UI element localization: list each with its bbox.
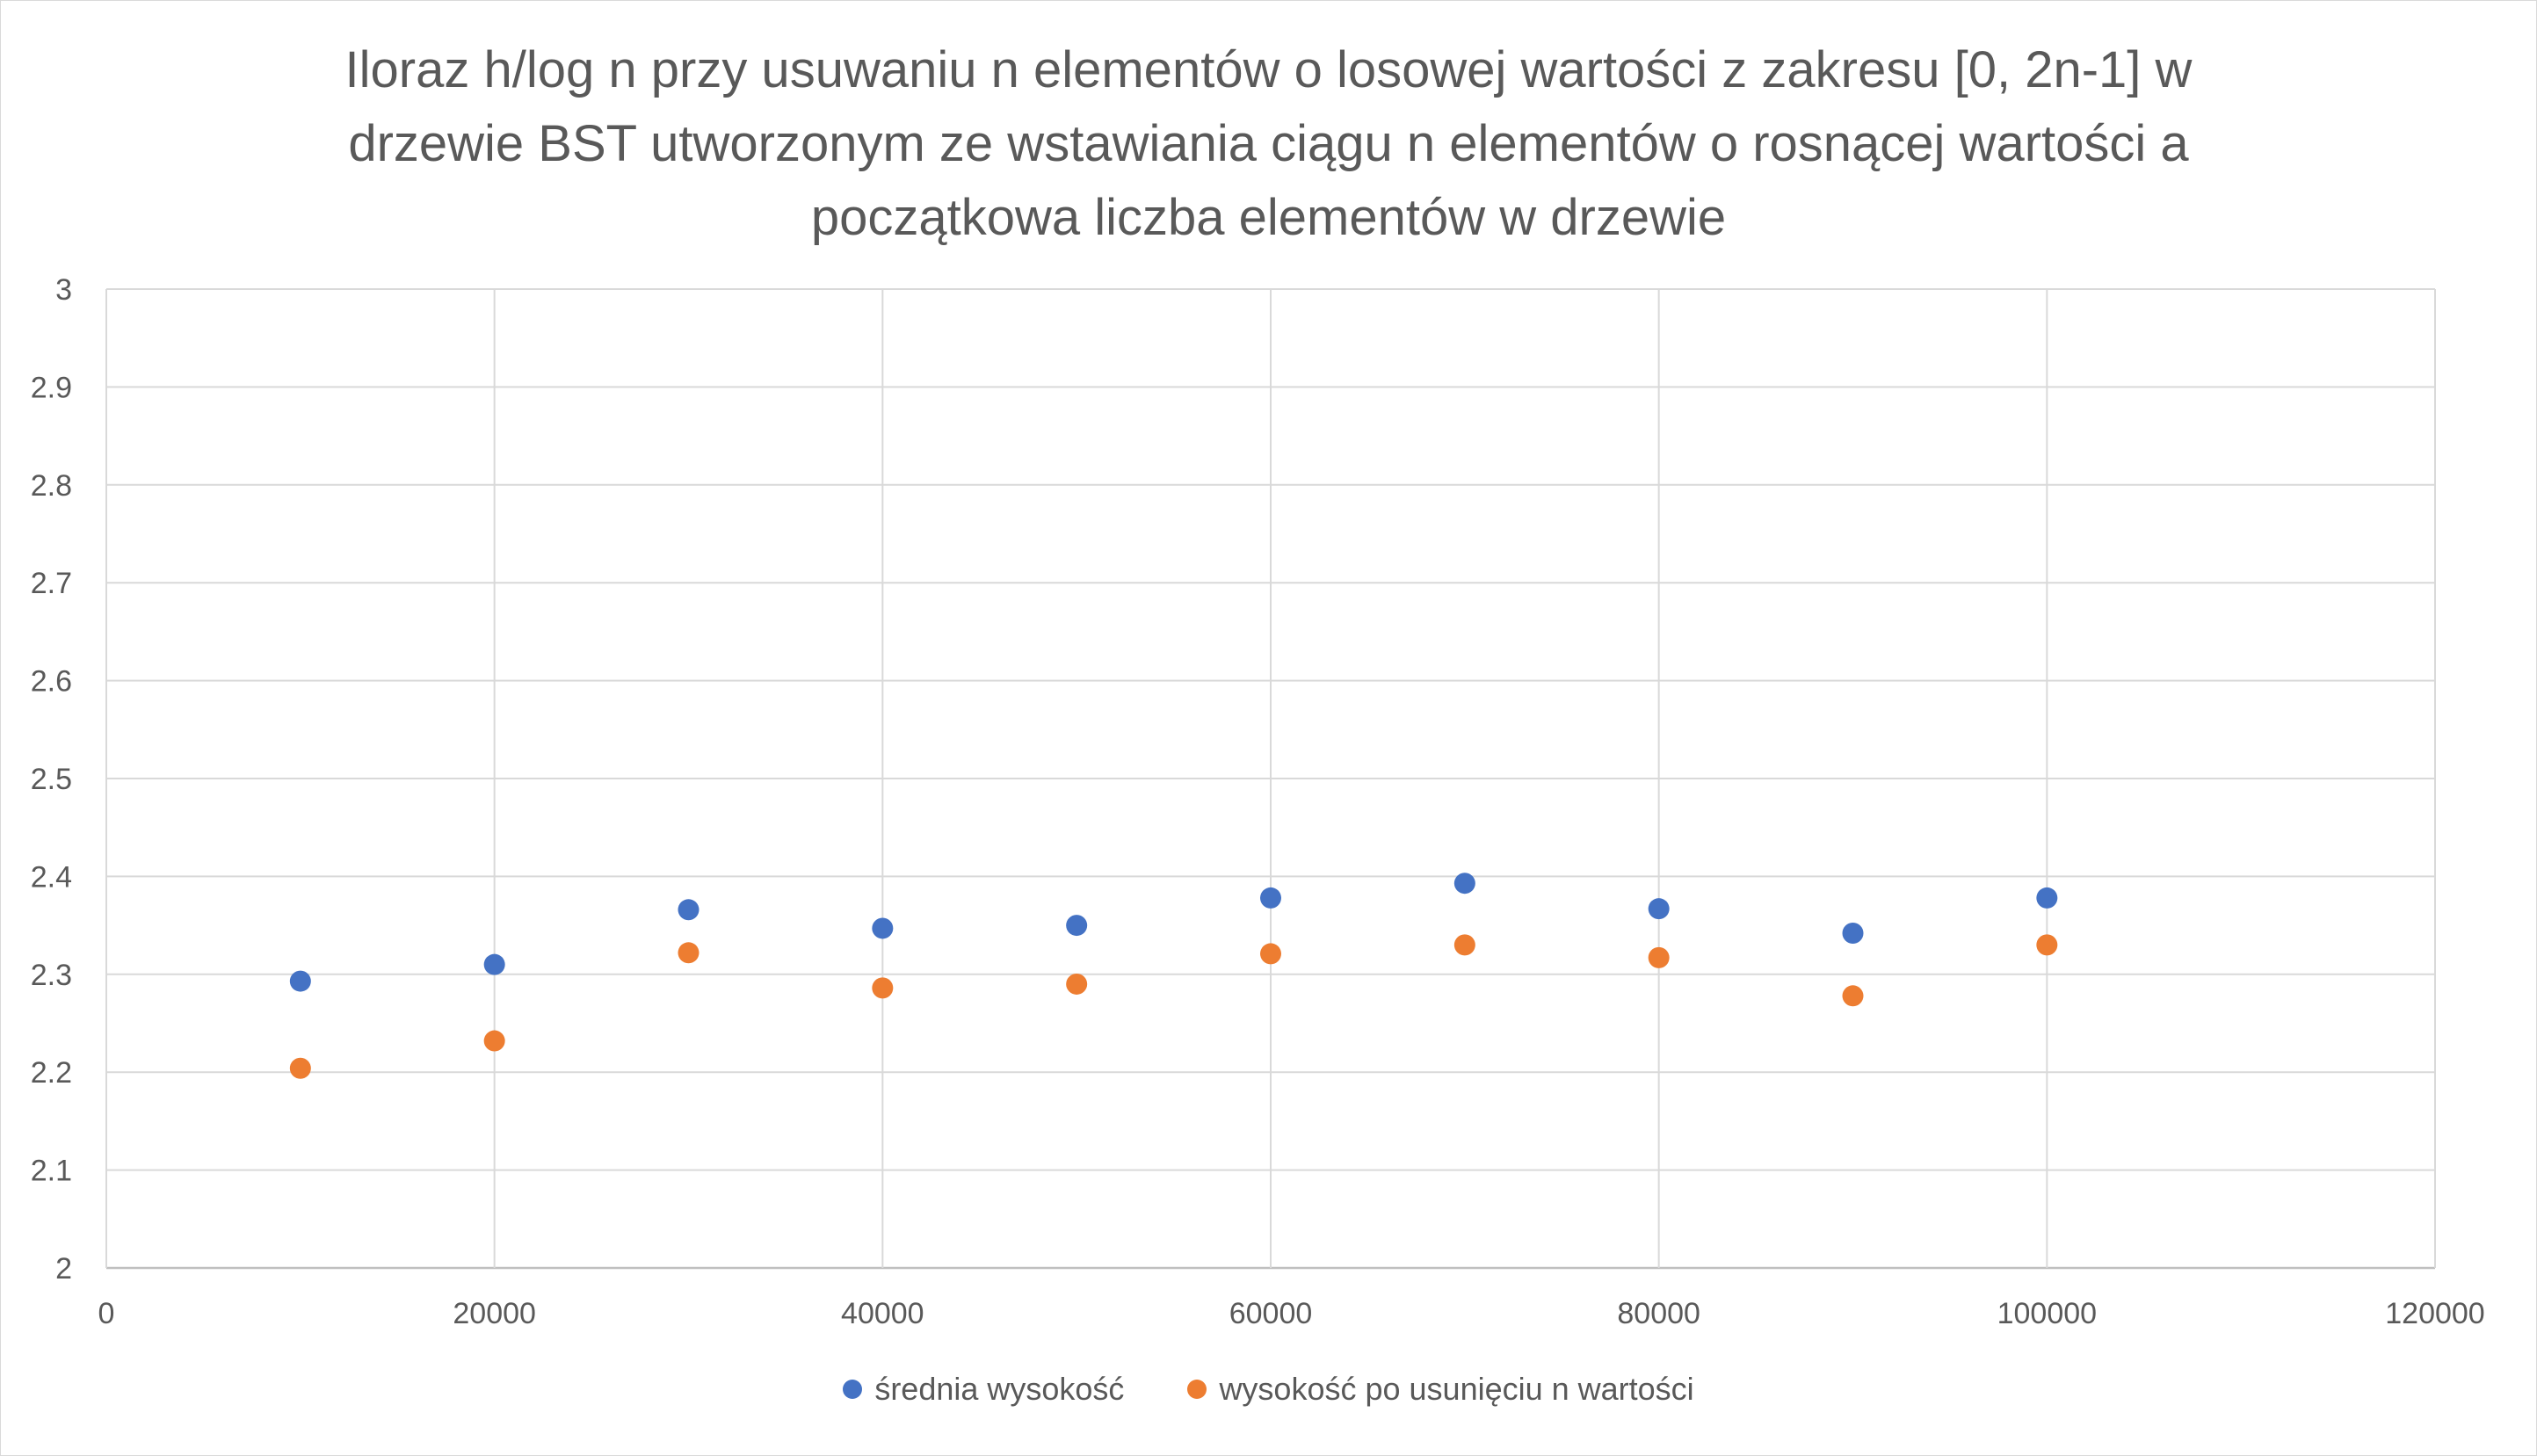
x-tick-label: 100000 [1997,1297,2097,1330]
data-point-series-2 [872,977,894,999]
y-tick-label: 2.2 [31,1056,72,1090]
tick-labels: 2 2.1 2.2 2.3 2.4 2.5 2.6 2.7 2.8 2.9 3 0 20000 40000… [31,273,2485,1330]
data-point-series-1 [1648,898,1670,920]
data-point-series-2 [1453,934,1475,956]
y-tick-label: 2.1 [31,1155,72,1188]
legend-marker-circle-icon [1187,1380,1207,1399]
data-point-series-2 [678,942,699,964]
data-point-series-2 [483,1030,505,1052]
y-tick-label: 2.7 [31,567,72,600]
data-point-series-2 [2036,934,2058,956]
gridlines [105,288,2436,1270]
x-tick-label: 60000 [1229,1297,1313,1330]
x-tick-label: 40000 [841,1297,924,1330]
y-tick-label: 2.3 [31,959,72,992]
legend-item-series-2: wysokość po usunięciu n wartości [1187,1371,1694,1408]
data-point-series-1 [872,917,894,939]
data-point-series-2 [1066,973,1088,995]
data-point-series-1 [1842,923,1864,945]
x-tick-label: 120000 [2385,1297,2484,1330]
legend-label: średnia wysokość [874,1371,1125,1407]
data-point-series-1 [289,970,311,992]
data-point-series-1 [483,953,505,975]
legend-marker-circle-icon [843,1380,863,1399]
y-tick-label: 3 [55,273,72,307]
legend-item-series-1: średnia wysokość [843,1371,1124,1408]
y-tick-label: 2.9 [31,371,72,404]
data-point-series-1 [1260,887,1281,909]
y-tick-label: 2 [55,1252,72,1286]
y-tick-label: 2.5 [31,763,72,796]
data-point-series-2 [1260,943,1281,965]
chart-title-line-2: drzewie BST utworzonym ze wstawiania cią… [348,115,2189,172]
legend-label: wysokość po usunięciu n wartości [1219,1371,1694,1407]
data-point-series-1 [2036,887,2058,909]
y-tick-label: 2.4 [31,860,72,894]
data-point-series-1 [1066,915,1088,937]
chart-title-line-1: Iloraz h/log n przy usuwaniu n elementów… [344,41,2193,98]
y-tick-label: 2.8 [31,469,72,503]
x-tick-label: 80000 [1617,1297,1700,1330]
data-point-series-2 [1648,946,1670,968]
data-point-series-1 [1453,873,1475,895]
data-point-series-2 [289,1057,311,1079]
x-tick-label: 20000 [453,1297,536,1330]
legend: średnia wysokość wysokość po usunięciu n… [0,1371,2537,1408]
chart-title-line-3: początkowa liczba elementów w drzewie [810,189,1727,246]
y-tick-label: 2.6 [31,665,72,699]
x-tick-label: 0 [98,1297,115,1330]
data-point-series-1 [678,899,699,921]
chart-title: Iloraz h/log n przy usuwaniu n elementów… [264,33,2273,255]
data-point-series-2 [1842,985,1864,1007]
data-points [289,873,2058,1079]
